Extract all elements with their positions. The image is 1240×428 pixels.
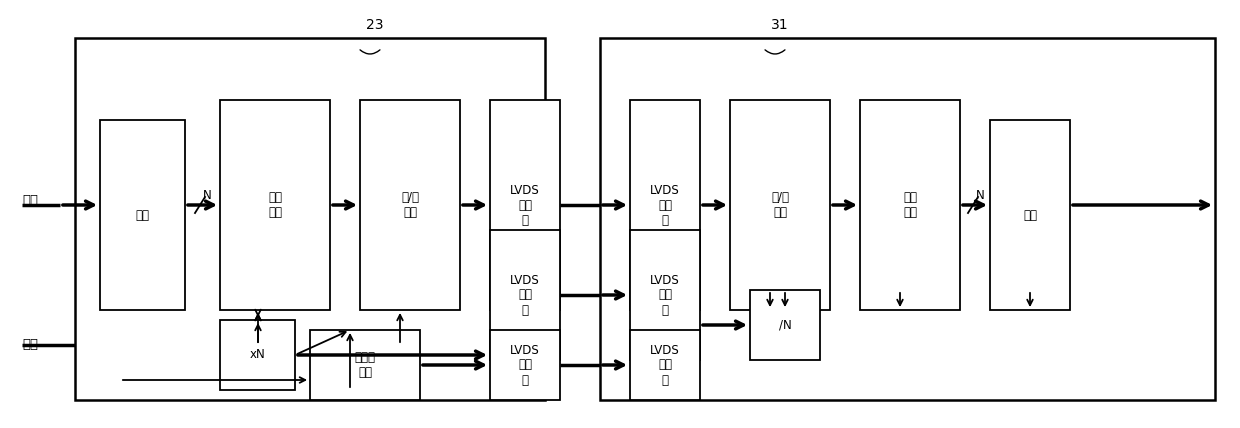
Bar	[219, 100, 330, 310]
Text: 31: 31	[771, 18, 789, 32]
Bar	[360, 100, 460, 310]
Bar	[630, 230, 701, 360]
Bar	[310, 330, 420, 400]
Text: N: N	[976, 188, 985, 202]
Text: LVDS
收发
器: LVDS 收发 器	[510, 344, 539, 386]
Bar	[600, 38, 1215, 400]
Text: 帧同步
产生: 帧同步 产生	[355, 351, 376, 379]
Text: 并/串
转换: 并/串 转换	[401, 191, 419, 219]
Bar	[750, 290, 820, 360]
Text: N: N	[202, 188, 211, 202]
Bar	[490, 230, 560, 360]
Text: 数据
锁存: 数据 锁存	[903, 191, 918, 219]
Bar	[730, 100, 830, 310]
Text: 时钟: 时钟	[22, 339, 38, 351]
Text: LVDS
收发
器: LVDS 收发 器	[510, 273, 539, 316]
Text: xN: xN	[249, 348, 265, 362]
Text: 组帧: 组帧	[135, 208, 150, 222]
Bar	[490, 330, 560, 400]
Bar	[490, 100, 560, 310]
Text: /N: /N	[779, 318, 791, 332]
Text: 解帧: 解帧	[1023, 208, 1037, 222]
Text: 串/并
转换: 串/并 转换	[771, 191, 789, 219]
Text: LVDS
收发
器: LVDS 收发 器	[650, 344, 680, 386]
Bar	[100, 120, 185, 310]
Bar	[990, 120, 1070, 310]
Text: 数据
锁存: 数据 锁存	[268, 191, 281, 219]
Text: 23: 23	[366, 18, 383, 32]
Text: LVDS
收发
器: LVDS 收发 器	[650, 273, 680, 316]
Bar	[219, 320, 295, 390]
Bar	[630, 330, 701, 400]
Text: LVDS
收发
器: LVDS 收发 器	[510, 184, 539, 226]
Text: 数据: 数据	[22, 193, 38, 206]
Bar	[74, 38, 546, 400]
Text: LVDS
收发
器: LVDS 收发 器	[650, 184, 680, 226]
Bar	[630, 100, 701, 310]
Bar	[861, 100, 960, 310]
